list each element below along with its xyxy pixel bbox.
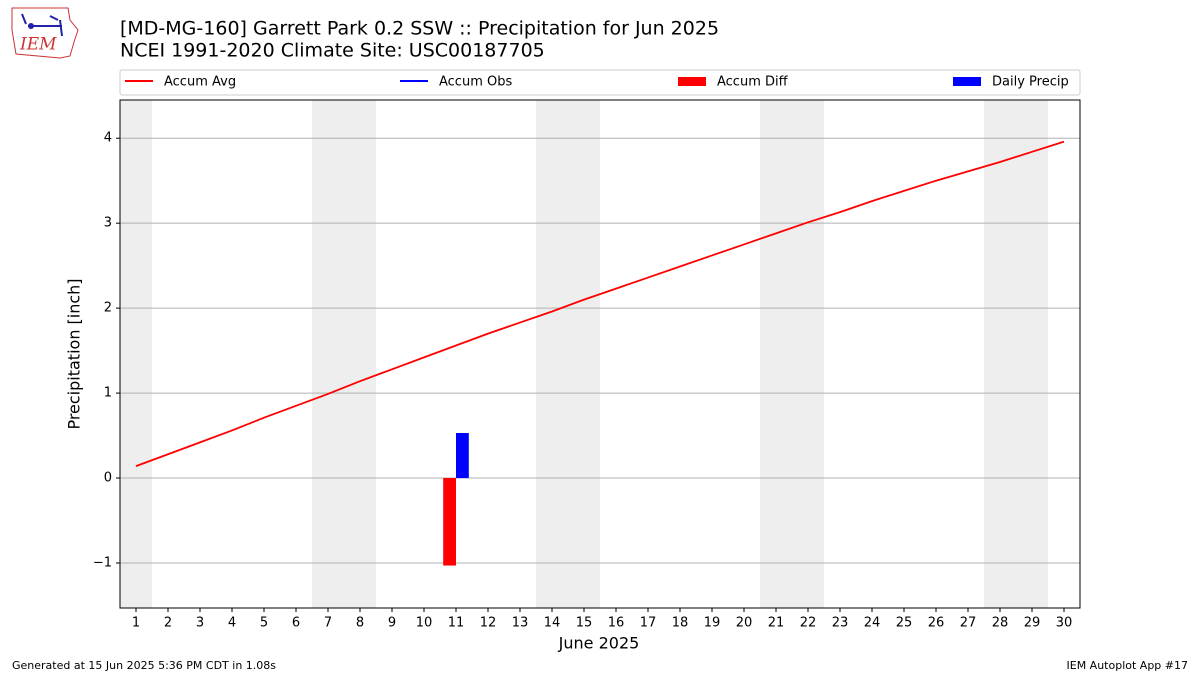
x-tick-label: 13 [512, 616, 529, 631]
x-tick-label: 19 [704, 616, 721, 631]
x-tick-label: 6 [292, 616, 300, 631]
x-tick-label: 18 [672, 616, 689, 631]
legend-swatch [953, 77, 981, 86]
footer-right: IEM Autoplot App #17 [1067, 659, 1189, 672]
x-tick-label: 20 [736, 616, 753, 631]
x-tick-label: 5 [260, 616, 268, 631]
x-tick-label: 24 [864, 616, 881, 631]
weekend-band [536, 100, 568, 608]
bar [456, 433, 469, 479]
x-tick-label: 23 [832, 616, 849, 631]
legend-label: Accum Obs [439, 75, 512, 90]
legend-label: Accum Avg [164, 75, 236, 90]
weekend-band [568, 100, 600, 608]
logo: IEM [11, 7, 79, 59]
weekend-band [984, 100, 1016, 608]
x-tick-label: 30 [1056, 616, 1073, 631]
x-tick-label: 11 [448, 616, 465, 631]
x-tick-label: 10 [416, 616, 433, 631]
legend-swatch [678, 77, 706, 86]
x-tick-label: 26 [928, 616, 945, 631]
x-tick-label: 16 [608, 616, 625, 631]
bar [443, 478, 456, 566]
x-tick-label: 28 [992, 616, 1009, 631]
line [135, 140, 1065, 467]
chart-title: [MD-MG-160] Garrett Park 0.2 SSW :: Prec… [120, 18, 719, 40]
x-tick-label: 8 [356, 616, 364, 631]
weekend-band [312, 100, 344, 608]
footer-left: Generated at 15 Jun 2025 5:36 PM CDT in … [12, 659, 276, 672]
x-tick-label: 17 [640, 616, 657, 631]
legend-label: Daily Precip [992, 75, 1069, 90]
x-tick-label: 1 [132, 616, 140, 631]
x-tick-label: 2 [164, 616, 172, 631]
x-tick-label: 4 [228, 616, 236, 631]
logo-text: IEM [19, 35, 57, 55]
x-tick-label: 27 [960, 616, 977, 631]
x-axis-label: June 2025 [558, 634, 640, 653]
y-tick-label: 1 [104, 386, 112, 401]
weekend-band [760, 100, 792, 608]
weekend-band [1016, 100, 1048, 608]
y-tick-label: 4 [104, 131, 112, 146]
y-tick-label: 3 [104, 216, 112, 231]
weekend-band [792, 100, 824, 608]
x-tick-label: 21 [768, 616, 785, 631]
x-tick-label: 14 [544, 616, 561, 631]
x-tick-label: 25 [896, 616, 913, 631]
x-tick-label: 22 [800, 616, 817, 631]
y-axis-label: Precipitation [inch] [65, 278, 84, 429]
weekend-band [344, 100, 376, 608]
y-tick-label: −1 [93, 555, 112, 570]
legend-label: Accum Diff [717, 75, 789, 90]
weekend-band [120, 100, 152, 608]
x-tick-label: 29 [1024, 616, 1041, 631]
y-tick-label: 0 [104, 471, 112, 486]
x-tick-label: 15 [576, 616, 593, 631]
x-tick-label: 12 [480, 616, 497, 631]
legend-box [119, 69, 1081, 96]
x-tick-label: 3 [196, 616, 204, 631]
y-tick-label: 2 [104, 301, 112, 316]
chart-subtitle: NCEI 1991-2020 Climate Site: USC00187705 [120, 40, 545, 62]
x-tick-label: 7 [324, 616, 332, 631]
x-tick-label: 9 [388, 616, 396, 631]
plot-frame [119, 99, 1081, 609]
